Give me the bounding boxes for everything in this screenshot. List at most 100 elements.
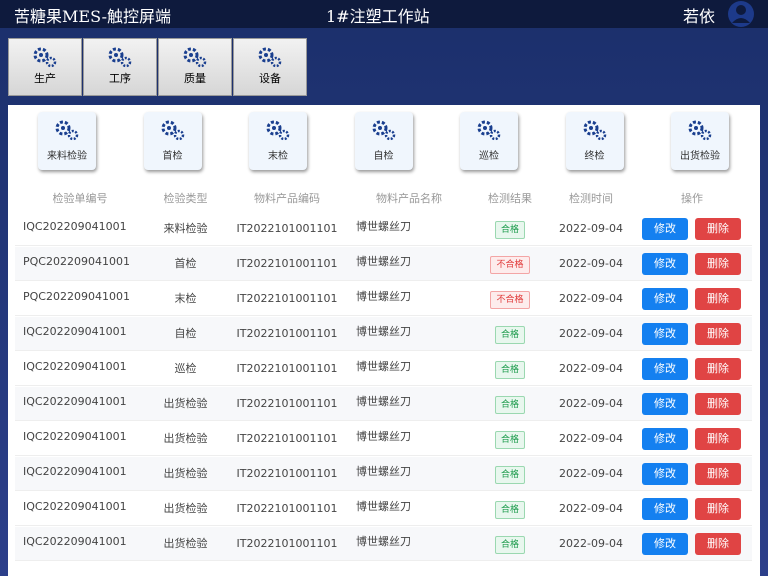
table-cell: 出货检验 xyxy=(145,457,226,491)
nav-button[interactable]: 生产 xyxy=(8,38,82,96)
edit-button[interactable]: 修改 xyxy=(642,463,688,485)
delete-button[interactable]: 删除 xyxy=(695,393,741,415)
edit-button[interactable]: 修改 xyxy=(642,498,688,520)
table-cell: 博世螺丝刀 xyxy=(348,352,470,386)
table-cell: 修改 删除 xyxy=(632,457,752,491)
table-cell: 出货检验 xyxy=(145,492,226,526)
table-cell: 2022-09-04 xyxy=(550,527,632,561)
table-cell: IT2022101001101 xyxy=(226,457,348,491)
edit-button[interactable]: 修改 xyxy=(642,358,688,380)
table-cell: 合格 xyxy=(470,457,550,491)
result-tag: 合格 xyxy=(494,466,525,484)
cell-text: 出货检验 xyxy=(163,467,208,480)
table-cell: 出货检验 xyxy=(145,527,226,561)
inspection-type-button[interactable]: 末检 xyxy=(249,112,307,170)
delete-button[interactable]: 删除 xyxy=(695,288,741,310)
cell-text: IT2022101001101 xyxy=(236,432,338,445)
delete-button[interactable]: 删除 xyxy=(695,323,741,345)
edit-button[interactable]: 修改 xyxy=(642,533,688,555)
cell-text: IT2022101001101 xyxy=(236,362,338,375)
table-cell: 2022-09-04 xyxy=(550,387,632,421)
table-cell: 2022-09-04 xyxy=(550,492,632,526)
avatar[interactable] xyxy=(726,0,756,28)
cell-text: IT2022101001101 xyxy=(236,222,338,235)
table-cell: 博世螺丝刀 xyxy=(348,282,470,316)
cell-text: 2022-09-04 xyxy=(559,222,623,235)
edit-button[interactable]: 修改 xyxy=(642,323,688,345)
cell-text: 自检 xyxy=(174,327,197,340)
inspection-type-button[interactable]: 终检 xyxy=(565,112,624,170)
nav-label: 设备 xyxy=(259,72,281,85)
table-cell: 不合格 xyxy=(470,247,550,281)
cell-text: 2022-09-04 xyxy=(559,432,623,445)
table-cell: 修改 删除 xyxy=(632,247,752,281)
cell-text: 出货检验 xyxy=(163,432,208,445)
table-cell: IQC202209041001 xyxy=(15,457,145,491)
inspection-type-button[interactable]: 自检 xyxy=(354,112,413,170)
cell-text: 博世螺丝刀 xyxy=(356,255,411,268)
table-cell: 2022-09-04 xyxy=(550,457,632,491)
edit-button[interactable]: 修改 xyxy=(642,218,688,240)
inspection-type-button[interactable]: 出货检验 xyxy=(671,112,729,170)
delete-button[interactable]: 删除 xyxy=(695,533,741,555)
table-cell: 修改 删除 xyxy=(632,317,752,351)
column-header: 检测时间 xyxy=(550,182,632,216)
result-tag: 合格 xyxy=(494,221,525,239)
cell-text: IQC202209041001 xyxy=(23,360,127,373)
cell-text: 末检 xyxy=(174,292,197,305)
column-header: 检验类型 xyxy=(145,182,226,216)
table-cell: IT2022101001101 xyxy=(226,352,348,386)
table-cell: 博世螺丝刀 xyxy=(348,492,470,526)
table-cell: PQC202209041001 xyxy=(15,247,145,281)
column-header: 物料产品名称 xyxy=(348,182,470,216)
delete-button[interactable]: 删除 xyxy=(695,463,741,485)
nav-button[interactable]: 工序 xyxy=(83,38,157,96)
cell-text: 巡检 xyxy=(174,362,197,375)
inspection-type-button[interactable]: 巡检 xyxy=(460,112,518,170)
inspection-type-button[interactable]: 来料检验 xyxy=(38,112,96,170)
cell-text: PQC202209041001 xyxy=(23,255,130,268)
delete-button[interactable]: 删除 xyxy=(695,358,741,380)
table-cell: IQC202209041001 xyxy=(15,212,145,246)
edit-button[interactable]: 修改 xyxy=(642,393,688,415)
table-cell: 末检 xyxy=(145,282,226,316)
station: 1#注塑工作站 xyxy=(326,7,430,26)
delete-button[interactable]: 删除 xyxy=(695,253,741,275)
table-cell: IT2022101001101 xyxy=(226,317,348,351)
cell-text: IT2022101001101 xyxy=(236,257,338,270)
cell-text: IT2022101001101 xyxy=(236,327,338,340)
column-header: 操作 xyxy=(632,182,752,216)
edit-button[interactable]: 修改 xyxy=(642,428,688,450)
edit-button[interactable]: 修改 xyxy=(642,253,688,275)
user[interactable]: 若依 xyxy=(683,7,716,26)
delete-button[interactable]: 删除 xyxy=(695,428,741,450)
table-cell: 博世螺丝刀 xyxy=(348,247,470,281)
cell-text: 2022-09-04 xyxy=(559,327,623,340)
inspection-type-label: 来料检验 xyxy=(47,151,87,162)
column-header: 检验单编号 xyxy=(15,182,145,216)
table-cell: 博世螺丝刀 xyxy=(348,317,470,351)
result-tag: 不合格 xyxy=(490,291,530,309)
table-cell: 出货检验 xyxy=(145,387,226,421)
nav-button[interactable]: 设备 xyxy=(233,38,307,96)
delete-button[interactable]: 删除 xyxy=(695,218,741,240)
table-cell: 合格 xyxy=(470,352,550,386)
table-cell: IQC202209041001 xyxy=(15,317,145,351)
table-cell: IT2022101001101 xyxy=(226,527,348,561)
delete-button[interactable]: 删除 xyxy=(695,498,741,520)
result-tag: 合格 xyxy=(494,396,525,414)
edit-button[interactable]: 修改 xyxy=(642,288,688,310)
inspection-type-label: 巡检 xyxy=(479,151,499,162)
icon xyxy=(477,120,501,141)
icon xyxy=(183,47,207,68)
inspection-type-button[interactable]: 首检 xyxy=(143,112,202,170)
cell-text: IQC202209041001 xyxy=(23,500,127,513)
table-cell: 2022-09-04 xyxy=(550,317,632,351)
cell-text: 博世螺丝刀 xyxy=(356,220,411,233)
icon xyxy=(161,120,184,141)
icon xyxy=(108,47,132,68)
nav-button[interactable]: 质量 xyxy=(158,38,232,96)
cell-text: 2022-09-04 xyxy=(559,292,623,305)
table-cell: IT2022101001101 xyxy=(226,247,348,281)
cell-text: IQC202209041001 xyxy=(23,395,127,408)
